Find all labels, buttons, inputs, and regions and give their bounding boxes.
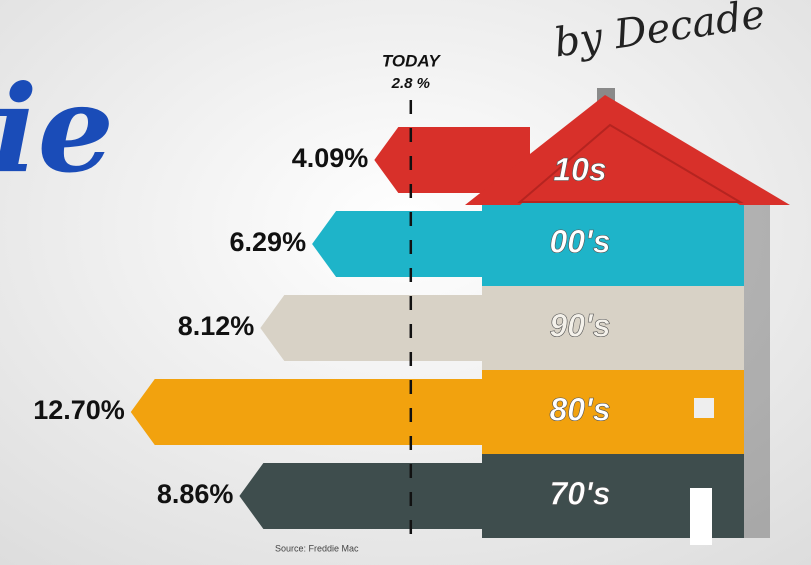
value-label: 8.86% [157,479,234,509]
house-floor [482,202,744,286]
house-side [744,370,770,454]
door [690,488,712,545]
decade-label: 80's [550,391,611,427]
house-side [744,202,770,286]
house-side [744,286,770,370]
house-side [744,454,770,538]
value-label: 8.12% [178,311,255,341]
source: Source: Freddie Mac [275,543,359,553]
title-fragment: ie [0,59,114,200]
decade-label: 00's [550,223,611,259]
reference-value: 2.8 % [391,75,430,92]
window [694,398,714,418]
decade-label: 10s [553,151,606,187]
chart: ie by Decade Source: Freddie Mac 4.09%6.… [0,0,811,565]
value-label: 12.70% [33,395,125,425]
bar [131,379,530,445]
decade-label: 90's [550,307,611,343]
reference-label: TODAY [382,51,442,70]
house-floor [482,286,744,370]
value-label: 4.09% [292,143,369,173]
decade-label: 70's [550,475,611,511]
value-label: 6.29% [230,227,307,257]
